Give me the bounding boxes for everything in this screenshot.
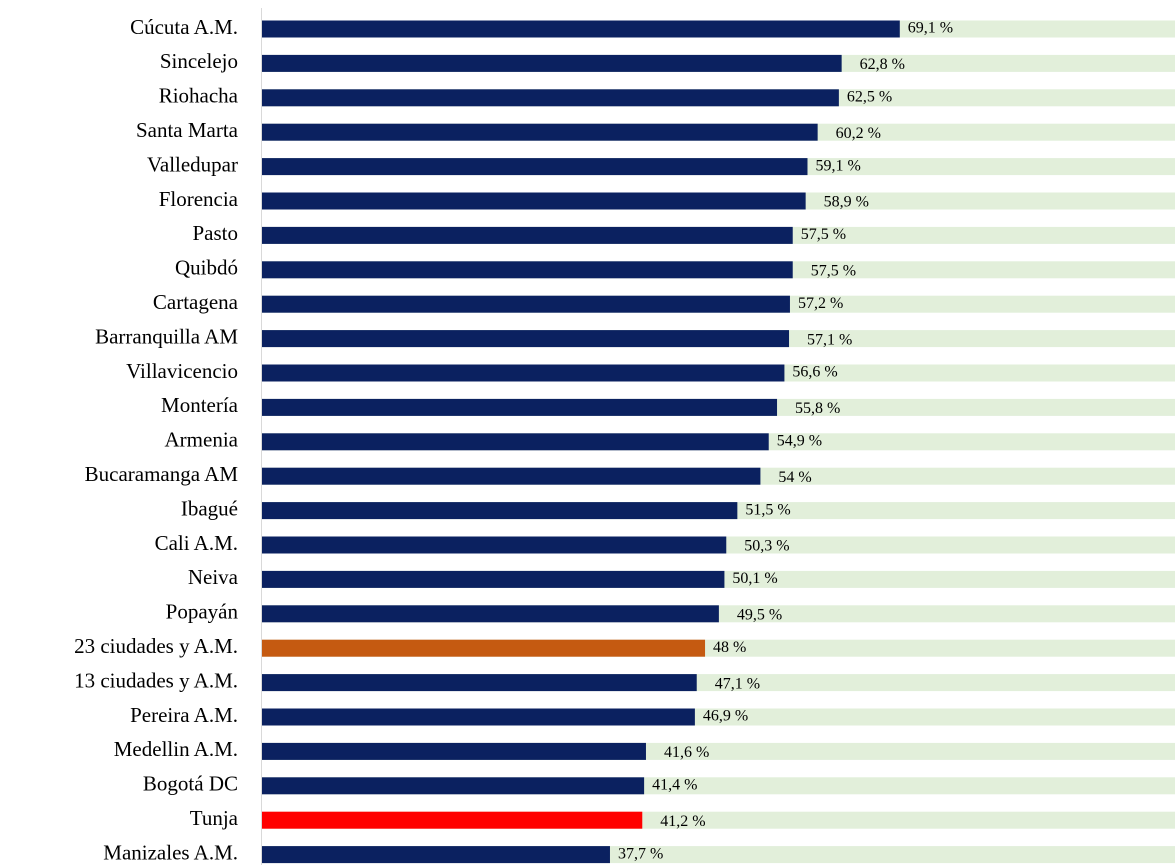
category-label: Riohacha (159, 84, 239, 108)
category-label: Sincelejo (160, 49, 238, 73)
value-label: 51,5 % (745, 501, 790, 518)
category-label: Bucaramanga AM (85, 462, 239, 486)
value-label: 50,1 % (732, 570, 777, 587)
value-label: 62,5 % (847, 88, 892, 105)
bar (262, 742, 646, 760)
value-label: 41,2 % (660, 813, 705, 830)
category-label: Cúcuta A.M. (130, 15, 238, 39)
bar (262, 20, 900, 38)
category-label: Valledupar (147, 152, 238, 176)
category-label: Popayán (166, 600, 239, 624)
value-label: 48 % (713, 639, 746, 656)
bar (262, 89, 839, 107)
category-label: 13 ciudades y A.M. (74, 668, 238, 692)
bar (262, 536, 727, 554)
bar (262, 295, 790, 313)
value-label: 59,1 % (815, 157, 860, 174)
bar (262, 192, 806, 210)
value-label: 47,1 % (715, 675, 760, 692)
value-label: 58,9 % (824, 194, 869, 211)
category-label: Pereira A.M. (130, 703, 238, 727)
value-label: 56,6 % (792, 364, 837, 381)
value-label: 46,9 % (703, 708, 748, 725)
bar (262, 708, 695, 726)
bar (262, 158, 808, 176)
category-label: 23 ciudades y A.M. (74, 634, 238, 658)
value-label: 57,2 % (798, 295, 843, 312)
value-label: 49,5 % (737, 606, 782, 623)
value-label: 54,9 % (777, 432, 822, 449)
value-label: 54 % (778, 469, 811, 486)
bar (262, 570, 725, 588)
value-label: 57,5 % (801, 226, 846, 243)
bar (262, 364, 785, 382)
category-label: Santa Marta (136, 118, 239, 142)
category-label: Tunja (190, 806, 239, 830)
category-label: Neiva (188, 565, 239, 589)
category-label: Quibdó (175, 256, 238, 280)
bar (262, 330, 790, 348)
value-label: 60,2 % (836, 125, 881, 142)
bar (262, 467, 761, 485)
category-label: Bogotá DC (143, 772, 238, 796)
value-label: 62,8 % (860, 56, 905, 73)
category-label: Pasto (192, 221, 238, 245)
value-label: 57,5 % (811, 262, 856, 279)
category-label: Manizales A.M. (103, 840, 238, 864)
category-label: Cartagena (153, 290, 239, 314)
value-label: 57,1 % (807, 331, 852, 348)
bar (262, 605, 719, 623)
value-label: 50,3 % (744, 538, 789, 555)
bar (262, 123, 818, 141)
bar (262, 433, 769, 451)
category-label: Villavicencio (126, 359, 238, 383)
value-label: 69,1 % (908, 20, 953, 37)
value-label: 41,6 % (664, 744, 709, 761)
category-label: Ibagué (181, 496, 238, 520)
bar (262, 674, 697, 692)
bar (262, 846, 610, 864)
bar (262, 811, 643, 829)
bar (262, 398, 778, 416)
bar (262, 261, 793, 279)
bar (262, 777, 645, 795)
value-label: 41,4 % (652, 776, 697, 793)
bar (262, 639, 706, 657)
category-label: Medellin A.M. (114, 737, 238, 761)
bar (262, 54, 842, 72)
category-label: Armenia (165, 428, 239, 452)
value-label: 37,7 % (618, 845, 663, 862)
bar (262, 502, 738, 520)
bar (262, 226, 793, 244)
category-label: Montería (161, 393, 239, 417)
category-label: Barranquilla AM (95, 324, 238, 348)
category-label: Florencia (159, 187, 239, 211)
value-label: 55,8 % (795, 400, 840, 417)
category-label: Cali A.M. (155, 531, 238, 555)
